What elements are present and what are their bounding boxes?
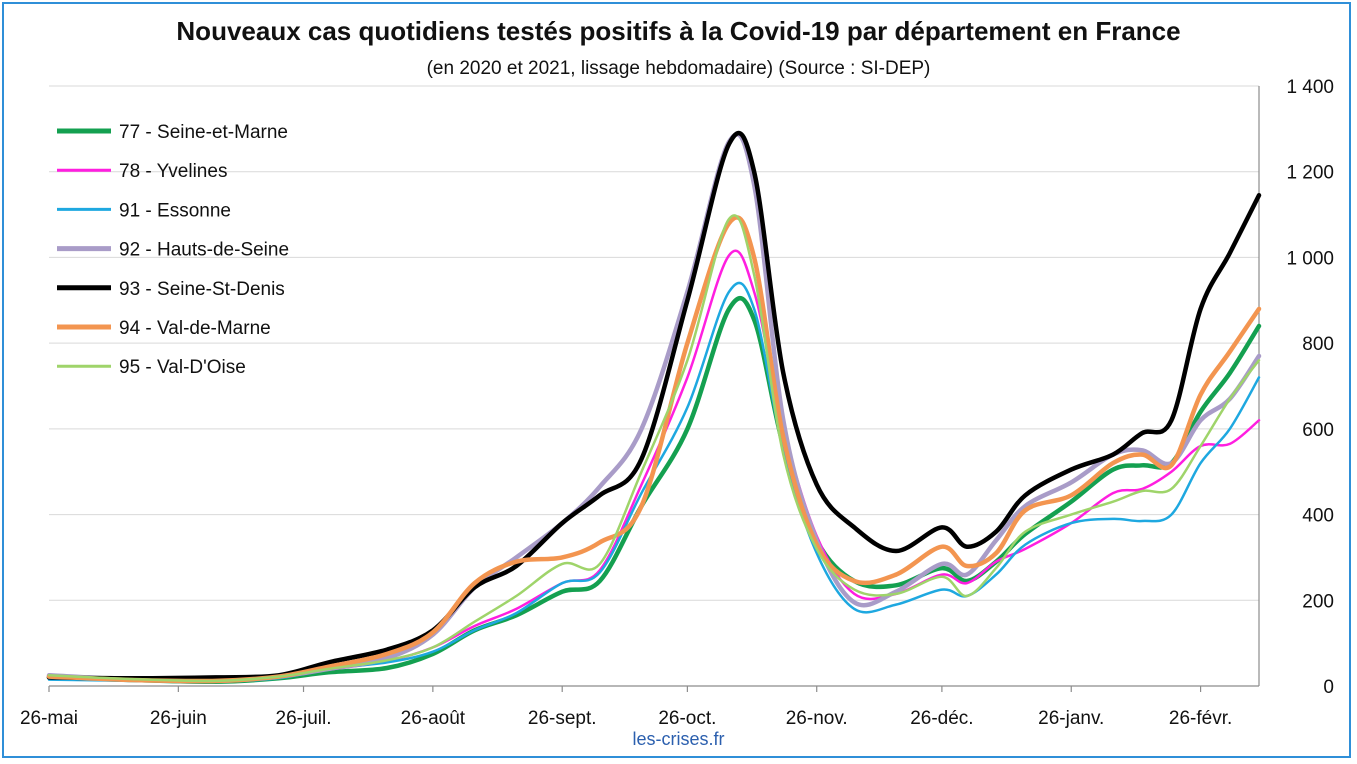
x-tick-label: 26-nov.	[786, 708, 848, 729]
legend-label: 93 - Seine-St-Denis	[119, 279, 285, 300]
series-lines	[46, 130, 1262, 684]
series-line-1	[46, 296, 1262, 684]
x-tick-label: 26-juin	[150, 708, 207, 729]
gridlines	[49, 85, 1259, 601]
y-tick-label: 600	[1302, 420, 1334, 441]
y-tick-label: 1 400	[1286, 77, 1334, 98]
source-note: les-crises.fr	[632, 729, 725, 749]
legend-label: 95 - Val-D'Oise	[119, 357, 246, 378]
legend: 77 - Seine-et-Marne 78 - Yvelines 91 - Ess…	[57, 122, 289, 378]
x-tick-label: 26-janv.	[1038, 708, 1104, 729]
chart-subtitle: (en 2020 et 2021, lissage hebdomadaire) …	[426, 58, 931, 79]
y-tick-label: 200	[1302, 591, 1334, 612]
y-tick-label: 1 000	[1286, 248, 1334, 269]
axes	[48, 86, 1260, 692]
y-tick-label: 400	[1302, 506, 1334, 527]
series-line-3	[47, 281, 1261, 684]
x-tick-label: 26-août	[401, 708, 466, 729]
legend-label: 92 - Hauts-de-Seine	[119, 240, 289, 261]
y-tick-label: 1 200	[1286, 163, 1334, 184]
series-line-6	[46, 215, 1262, 684]
x-tick-label: 26-févr.	[1169, 708, 1232, 729]
chart-title: Nouveaux cas quotidiens testés positifs …	[176, 16, 1181, 46]
tick-labels: 0 200 400 600 800 1 000 1 200 1 400 26-mai 26-jui…	[20, 77, 1334, 729]
series-line-7	[47, 214, 1261, 683]
legend-label: 78 - Yvelines	[119, 161, 227, 182]
y-tick-label: 800	[1302, 334, 1334, 355]
x-tick-label: 26-déc.	[910, 708, 973, 729]
legend-label: 77 - Seine-et-Marne	[119, 122, 288, 143]
x-tick-label: 26-mai	[20, 708, 78, 729]
x-tick-label: 26-sept.	[528, 708, 597, 729]
legend-label: 94 - Val-de-Marne	[119, 318, 271, 339]
x-tick-label: 26-oct.	[658, 708, 716, 729]
x-tick-label: 26-juil.	[276, 708, 332, 729]
y-tick-label: 0	[1323, 677, 1334, 698]
series-line-5	[46, 130, 1262, 681]
legend-label: 91 - Essonne	[119, 200, 231, 221]
